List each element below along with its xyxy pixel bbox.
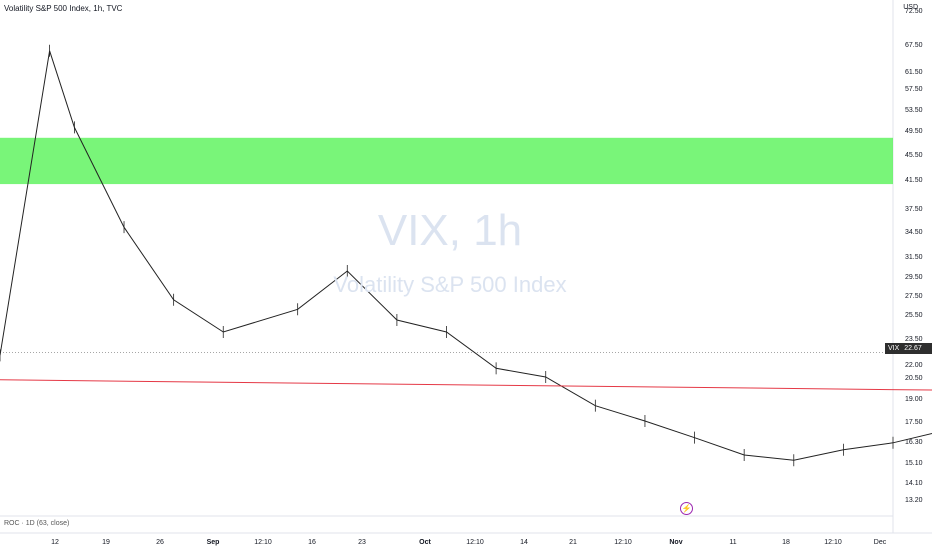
- chart-title: Volatility S&P 500 Index, 1h, TVC: [4, 4, 123, 13]
- x-tick-label: 12:10: [254, 539, 272, 546]
- x-tick-label: Nov: [669, 539, 682, 546]
- y-tick-label: 22.00: [905, 362, 923, 369]
- y-tick-label: 25.50: [905, 312, 923, 319]
- watermark-name: Volatility S&P 500 Index: [333, 272, 567, 297]
- y-tick-label: 27.50: [905, 293, 923, 300]
- y-tick-label: 61.50: [905, 69, 923, 76]
- watermark-symbol: VIX, 1h: [377, 206, 523, 255]
- x-tick-label: 12:10: [824, 539, 842, 546]
- y-tick-label: 53.50: [905, 107, 923, 114]
- y-tick-label: 57.50: [905, 86, 923, 93]
- x-tick-label: Sep: [207, 539, 220, 546]
- lightning-icon[interactable]: ⚡: [680, 502, 693, 515]
- support-trendline: [0, 379, 932, 391]
- y-tick-label: 37.50: [905, 206, 923, 213]
- y-tick-label: 20.50: [905, 375, 923, 382]
- y-tick-label: 19.00: [905, 396, 923, 403]
- y-tick-label: 14.10: [905, 480, 923, 487]
- y-tick-label: 23.50: [905, 336, 923, 343]
- last-price-value: 22.67: [904, 345, 922, 352]
- y-tick-label: 13.20: [905, 497, 923, 504]
- x-tick-label: Dec: [874, 539, 887, 546]
- y-tick-label: 34.50: [905, 229, 923, 236]
- x-tick-label: 12:10: [614, 539, 632, 546]
- x-tick-label: 12:10: [466, 539, 484, 546]
- x-tick-label: 26: [156, 539, 164, 546]
- y-tick-label: 41.50: [905, 177, 923, 184]
- y-tick-label: 29.50: [905, 274, 923, 281]
- y-tick-label: 67.50: [905, 42, 923, 49]
- x-tick-label: 23: [358, 539, 366, 546]
- x-tick-label: 16: [308, 539, 316, 546]
- y-tick-label: 17.50: [905, 419, 923, 426]
- last-price-symbol: VIX: [888, 345, 900, 352]
- y-tick-label: 45.50: [905, 152, 923, 159]
- x-tick-label: Oct: [419, 539, 431, 546]
- y-tick-label: 72.50: [905, 8, 923, 15]
- y-tick-label: 16.30: [905, 439, 923, 446]
- y-tick-label: 15.10: [905, 460, 923, 467]
- x-tick-label: 14: [520, 539, 528, 546]
- x-tick-label: 19: [102, 539, 110, 546]
- price-series-line: [0, 50, 932, 461]
- x-tick-label: 21: [569, 539, 577, 546]
- currency-label: USD: [903, 4, 918, 11]
- x-tick-label: 11: [729, 539, 736, 546]
- x-tick-label: 12: [51, 539, 59, 546]
- x-tick-label: 18: [782, 539, 790, 546]
- y-tick-label: 31.50: [905, 254, 923, 261]
- resistance-zone: [0, 137, 893, 185]
- indicator-label[interactable]: ROC · 1D (63, close): [4, 520, 70, 527]
- last-price-tag: VIX 22.67: [885, 343, 932, 354]
- y-tick-label: 49.50: [905, 128, 923, 135]
